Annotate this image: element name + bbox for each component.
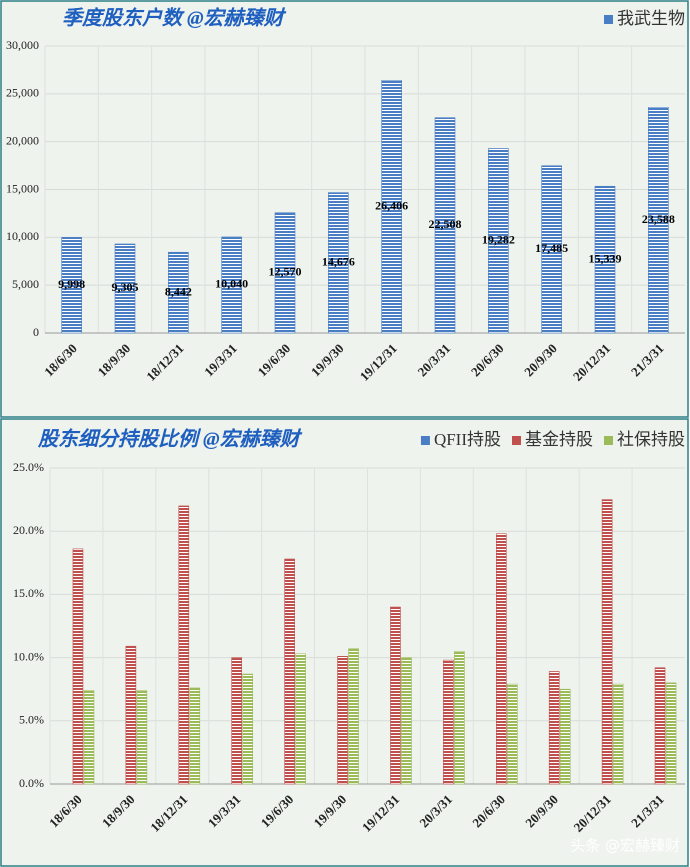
value-label: 12,570 (269, 265, 302, 279)
y-tick-label: 10,000 (6, 229, 39, 243)
bar (654, 667, 666, 785)
watermark-box: 头条 @宏赫臻财 (570, 837, 680, 855)
bar (401, 657, 412, 785)
bar (390, 606, 401, 785)
bar (221, 236, 242, 334)
legend-swatch (604, 15, 613, 24)
y-tick-label: 25,000 (6, 86, 39, 100)
y-tick-label: 0.0% (19, 776, 44, 790)
chart-title: 季度股东户数 @宏赫臻财 (62, 7, 287, 30)
value-label: 19,282 (482, 233, 515, 247)
panel (0, 418, 689, 867)
y-tick-label: 30,000 (6, 38, 39, 52)
y-tick-label: 5,000 (12, 277, 39, 291)
bar (495, 533, 507, 785)
bar (548, 671, 560, 785)
y-tick-label: 20.0% (13, 523, 44, 537)
bar (337, 656, 348, 785)
legend-swatch (512, 436, 521, 445)
bar (72, 548, 84, 785)
bar (601, 499, 613, 785)
legend-label: 我武生物 (617, 9, 685, 28)
y-tick-label: 25.0% (13, 460, 44, 474)
value-label: 26,406 (375, 198, 408, 212)
legend-swatch (420, 436, 430, 445)
bar (61, 237, 82, 334)
bar (454, 650, 465, 785)
watermark: 头条 @宏赫臻财 (570, 837, 680, 855)
bar (274, 212, 296, 334)
bar (242, 673, 254, 785)
bar (231, 657, 243, 785)
chart: 股东细分持股比例 @宏赫臻财 0.0% 5.0% 10.0% 15.0% 20.0% 25.… (0, 418, 689, 867)
bar (488, 148, 509, 334)
bar (328, 192, 349, 334)
y-tick-label: 20,000 (6, 133, 39, 147)
bar (178, 505, 190, 785)
bar (612, 683, 624, 785)
bar (125, 645, 137, 785)
value-label: 14,676 (322, 255, 355, 269)
bar (136, 690, 148, 785)
bar (284, 558, 295, 785)
bar (168, 251, 189, 334)
y-tick-label: 15.0% (13, 586, 44, 600)
value-label: 9,998 (58, 277, 85, 291)
bar (443, 659, 454, 785)
legend-label: 社保持股 (617, 430, 685, 449)
bar (665, 682, 677, 785)
value-label: 15,339 (589, 251, 622, 265)
bar (348, 648, 359, 785)
bar (114, 243, 136, 334)
legend-swatch (604, 436, 613, 445)
bar (189, 687, 201, 785)
y-tick-label: 5.0% (19, 713, 44, 727)
bar (506, 683, 518, 785)
y-tick-label: 0 (33, 325, 39, 339)
value-label: 23,588 (642, 212, 675, 226)
value-label: 9,305 (112, 280, 139, 294)
chart: 季度股东户数 @宏赫臻财 0 5,000 10,000 15,000 20,000 25,0… (0, 0, 689, 418)
value-label: 8,442 (165, 284, 192, 298)
legend-label: QFII持股 (434, 430, 501, 449)
bar (559, 688, 571, 785)
bar (381, 80, 402, 334)
value-label: 17,485 (535, 241, 568, 255)
bar (541, 165, 562, 334)
legend-label: 基金持股 (525, 430, 593, 449)
value-label: 10,040 (215, 277, 248, 291)
bar (648, 107, 669, 334)
bar (594, 185, 616, 334)
bar (295, 653, 306, 785)
y-tick-label: 15,000 (6, 181, 39, 195)
chart-title: 股东细分持股比例 @宏赫臻财 (37, 428, 303, 451)
y-tick-label: 10.0% (13, 649, 44, 663)
bar (434, 117, 456, 334)
value-label: 22,508 (429, 217, 462, 231)
bar (83, 690, 95, 785)
